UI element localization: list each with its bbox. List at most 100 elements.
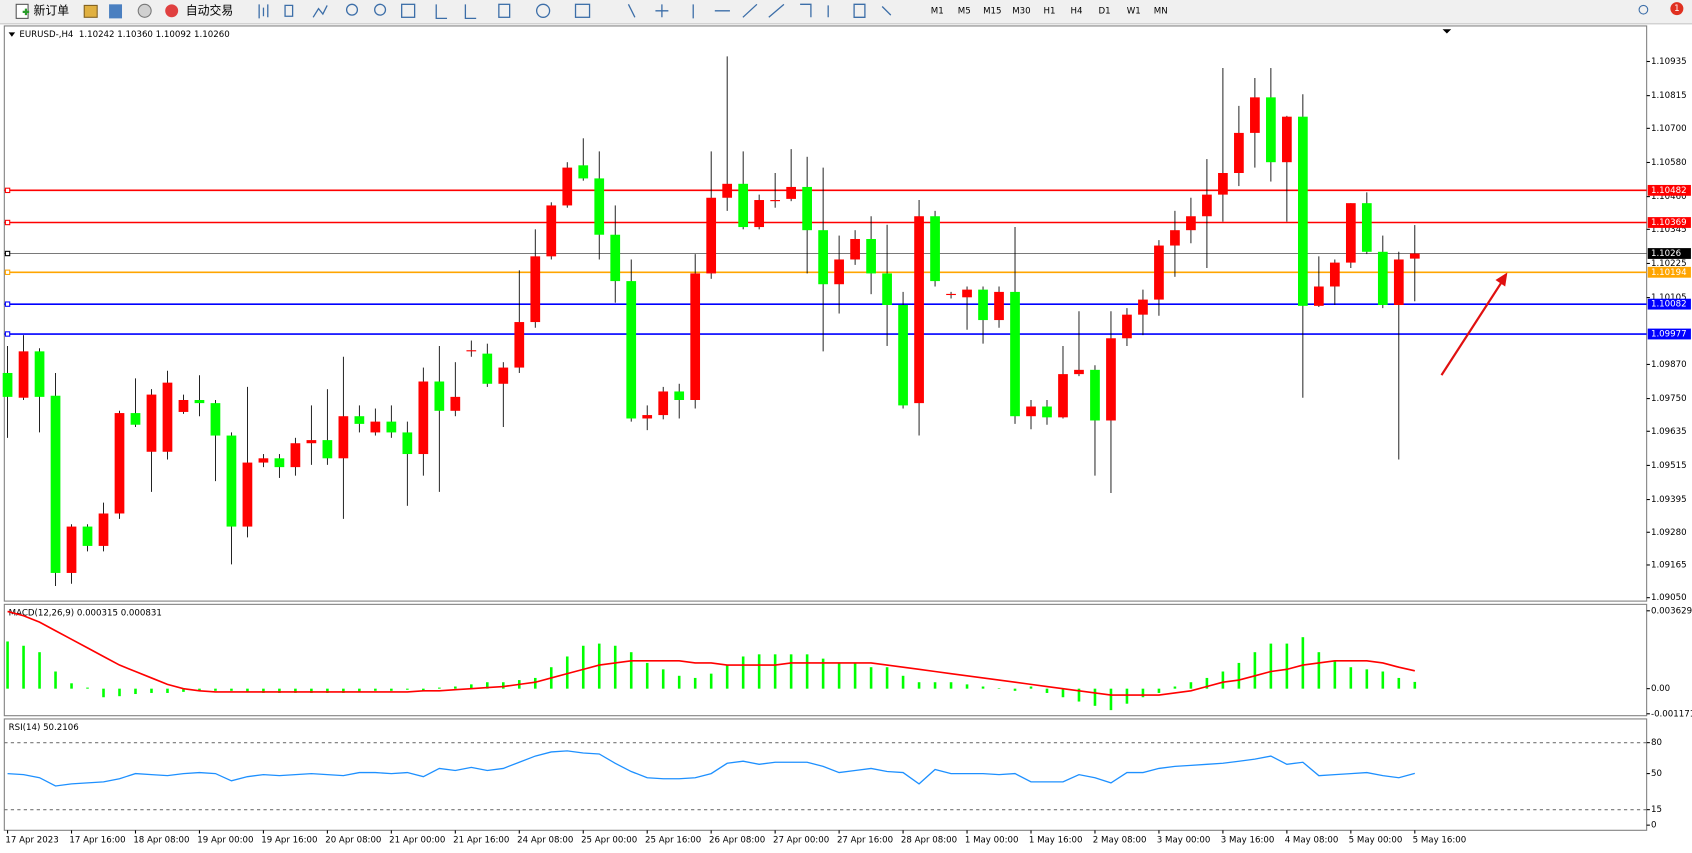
level-label: 1.10482 bbox=[1651, 186, 1687, 196]
candle-body bbox=[1106, 338, 1116, 421]
icon[interactable] bbox=[83, 4, 98, 18]
x-tick-label: 27 Apr 00:00 bbox=[773, 836, 829, 846]
x-tick-label: 26 Apr 08:00 bbox=[709, 836, 765, 846]
candle-body bbox=[1090, 369, 1100, 421]
macd-bar bbox=[693, 677, 697, 689]
icon[interactable] bbox=[464, 4, 477, 20]
macd-bar bbox=[1269, 643, 1273, 689]
timeframe-button[interactable]: H1 bbox=[1044, 6, 1056, 16]
candle-body bbox=[690, 273, 701, 400]
candle-body bbox=[466, 350, 477, 352]
level-handle bbox=[4, 250, 11, 257]
macd-bar bbox=[230, 688, 233, 691]
icon[interactable] bbox=[627, 3, 892, 19]
candle-body bbox=[738, 183, 749, 228]
level-label-box bbox=[1647, 298, 1691, 310]
macd-bar bbox=[1093, 688, 1097, 706]
macd-bar bbox=[54, 671, 57, 689]
icon[interactable] bbox=[535, 3, 551, 18]
x-tick-label: 5 May 00:00 bbox=[1349, 836, 1403, 846]
x-tick-label: 5 May 16:00 bbox=[1413, 836, 1467, 846]
symbol-marker bbox=[8, 32, 16, 37]
macd-bar bbox=[981, 686, 985, 689]
candle-body bbox=[402, 432, 413, 455]
new-order-button[interactable]: 新订单 bbox=[15, 3, 69, 19]
macd-bar bbox=[853, 662, 857, 689]
icon[interactable] bbox=[435, 4, 448, 20]
candle-body bbox=[610, 234, 621, 282]
candle-body bbox=[322, 440, 333, 459]
icon[interactable] bbox=[401, 3, 416, 18]
macd-bar bbox=[789, 654, 793, 689]
candle-body bbox=[258, 458, 269, 463]
timeframe-button[interactable]: M1 bbox=[931, 6, 944, 16]
level-label-box bbox=[1647, 184, 1691, 196]
macd-bar bbox=[198, 688, 201, 691]
candle-body bbox=[338, 416, 349, 459]
icon[interactable] bbox=[374, 3, 387, 16]
candle-body bbox=[1074, 369, 1084, 375]
icon[interactable] bbox=[137, 3, 152, 18]
timeframe-button[interactable]: D1 bbox=[1099, 6, 1111, 16]
icon[interactable] bbox=[312, 5, 328, 18]
icon[interactable] bbox=[498, 3, 511, 18]
y-tick-label: 1.09050 bbox=[1651, 593, 1687, 603]
candle-body bbox=[1409, 253, 1420, 259]
macd-bar bbox=[1109, 688, 1113, 711]
candle-body bbox=[450, 396, 461, 411]
timeframe-button[interactable]: MN bbox=[1154, 6, 1168, 16]
icon[interactable] bbox=[258, 4, 269, 19]
macd-bar bbox=[438, 687, 441, 689]
timeframe-button[interactable]: M30 bbox=[1012, 6, 1030, 16]
icon bbox=[22, 8, 30, 16]
candle-body bbox=[930, 216, 940, 282]
macd-bar bbox=[565, 656, 569, 689]
macd-bar bbox=[342, 688, 345, 693]
plot: EURUSD-,H4 1.10242 1.10360 1.10092 1.102… bbox=[2, 30, 1692, 846]
timeframe-button[interactable]: M5 bbox=[958, 6, 971, 16]
x-tick-label: 19 Apr 00:00 bbox=[197, 836, 253, 846]
y-tick-label: 1.10105 bbox=[1651, 293, 1687, 303]
macd-bar bbox=[134, 688, 137, 695]
x-tick-label: 21 Apr 00:00 bbox=[389, 836, 445, 846]
candle-body bbox=[626, 281, 637, 419]
auto-trading-button[interactable]: 自动交易 bbox=[165, 3, 233, 17]
macd-bar bbox=[805, 654, 809, 689]
macd-bar bbox=[262, 688, 265, 693]
y-tick-label: 1.09515 bbox=[1651, 461, 1687, 471]
macd-bar bbox=[1381, 671, 1385, 689]
y-tick-label: 1.10815 bbox=[1651, 91, 1687, 101]
timeframe-button[interactable]: W1 bbox=[1127, 6, 1141, 16]
macd-bar bbox=[326, 688, 329, 693]
level-handle bbox=[4, 301, 11, 307]
search-icon[interactable] bbox=[1638, 4, 1649, 15]
macd-bar bbox=[102, 688, 105, 698]
candle-body bbox=[1042, 406, 1052, 418]
x-tick-label: 18 Apr 08:00 bbox=[133, 836, 189, 846]
macd-bar bbox=[454, 686, 457, 689]
timeframe-button[interactable]: M15 bbox=[983, 6, 1001, 16]
annotation-arrow bbox=[1440, 272, 1508, 376]
x-tick-label: 24 Apr 08:00 bbox=[517, 836, 573, 846]
macd-bar bbox=[645, 662, 649, 689]
macd-bar bbox=[1365, 669, 1369, 689]
macd-bar bbox=[997, 688, 1001, 689]
candle-body bbox=[370, 421, 381, 433]
timeframe-button[interactable]: H4 bbox=[1071, 6, 1083, 16]
notification-badge[interactable] bbox=[1670, 2, 1684, 16]
arrow-head bbox=[1495, 272, 1508, 287]
icon[interactable] bbox=[345, 3, 359, 16]
candle-body bbox=[594, 178, 605, 235]
level-label-box bbox=[1647, 217, 1691, 228]
macd-bar bbox=[1125, 688, 1129, 704]
macd-bar bbox=[1221, 671, 1225, 689]
icon[interactable] bbox=[574, 3, 591, 18]
icon[interactable] bbox=[284, 4, 294, 17]
macd-bar bbox=[1317, 652, 1321, 689]
macd-bar bbox=[885, 667, 889, 689]
macd-bar bbox=[1013, 688, 1017, 691]
icon[interactable] bbox=[109, 4, 123, 19]
macd-bar bbox=[1413, 681, 1417, 689]
candle-body bbox=[658, 391, 669, 416]
candle-body bbox=[578, 165, 589, 179]
